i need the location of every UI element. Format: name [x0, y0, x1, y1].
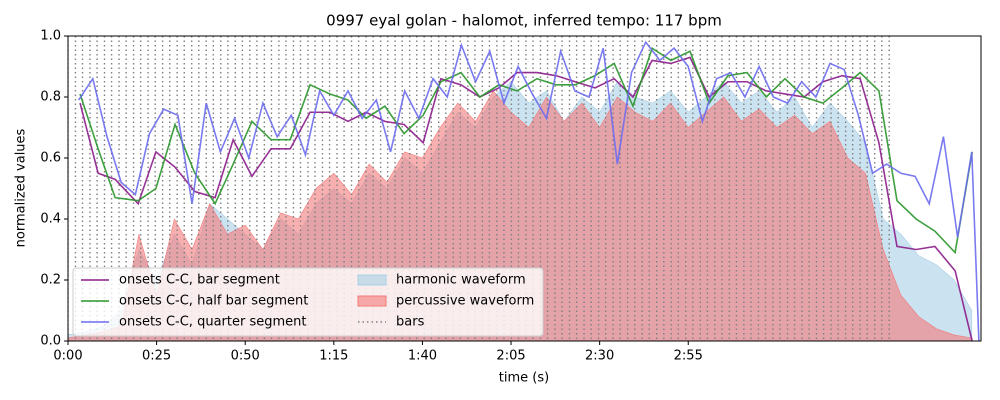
x-tick-label: 2:05	[496, 349, 525, 364]
onset-line	[77, 40, 980, 341]
y-tick-label: 0.0	[40, 334, 61, 349]
y-tick-label: 0.4	[40, 212, 61, 227]
plot-frame	[67, 35, 982, 342]
x-tick-label: 1:15	[319, 349, 348, 364]
legend-label: percussive waveform	[396, 294, 534, 309]
x-tick-label: 2:30	[585, 349, 614, 364]
y-tick-label: 0.2	[40, 273, 61, 288]
x-tick-label: 0:50	[231, 349, 260, 364]
legend-box	[72, 267, 544, 337]
x-tick-label: 0:00	[53, 349, 82, 364]
legend-swatch	[357, 274, 387, 286]
legend-label: bars	[396, 315, 425, 330]
onset-line	[79, 56, 973, 341]
legend-label: onsets C-C, half bar segment	[119, 294, 308, 309]
legend-label: onsets C-C, bar segment	[119, 273, 280, 288]
chart-title: 0997 eyal golan - halomot, inferred temp…	[326, 12, 722, 30]
x-axis-label: time (s)	[499, 371, 549, 386]
x-tick-label: 0:25	[142, 349, 171, 364]
legend: onsets C-C, bar segment onsets C-C, half …	[72, 267, 544, 337]
y-axis-label: normalized values	[14, 128, 29, 247]
y-tick-label: 0.8	[40, 90, 61, 105]
legend-label: onsets C-C, quarter segment	[119, 315, 306, 330]
legend-swatch	[357, 295, 387, 307]
x-tick-label: 1:40	[408, 349, 437, 364]
x-tick-label: 2:55	[674, 349, 703, 364]
y-tick-label: 1.0	[40, 29, 61, 44]
legend-label: harmonic waveform	[396, 273, 526, 288]
y-tick-label: 0.6	[40, 151, 61, 166]
